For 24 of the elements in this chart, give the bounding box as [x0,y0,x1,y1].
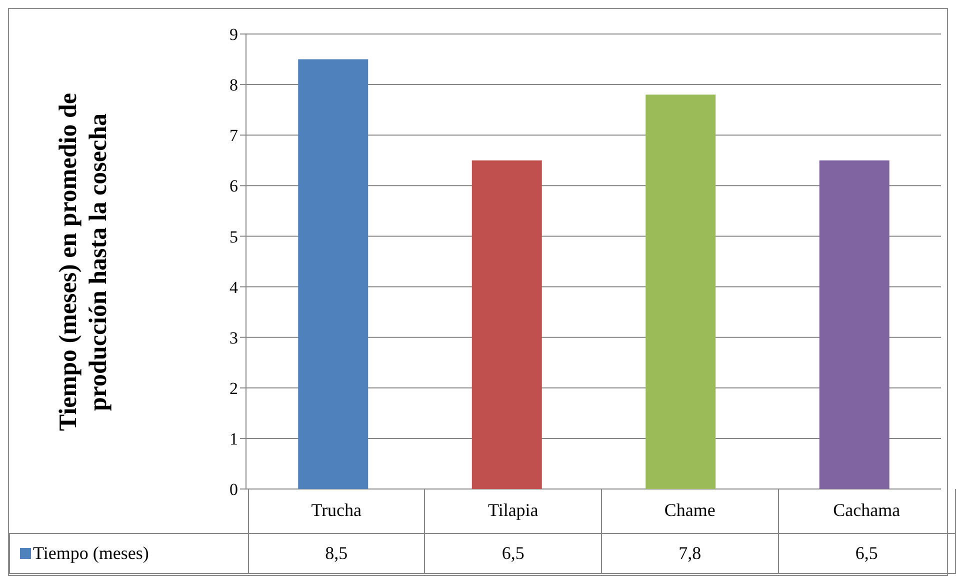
y-tick-label: 7 [230,126,238,146]
x-tick-label: Trucha [248,489,425,533]
x-tick-label: Cachama [778,489,955,533]
x-tick-label: Tilapia [424,489,602,533]
bar [646,94,716,489]
bar [472,160,542,489]
data-label: 6,5 [778,533,955,573]
y-tick-label: 3 [230,328,238,348]
bar [298,59,368,489]
legend-label: Tiempo (meses) [10,533,248,573]
bar [819,160,890,489]
y-tick-label: 0 [230,480,238,500]
data-label: 7,8 [602,533,778,573]
y-tick-label: 5 [230,227,238,246]
y-tick-label: 6 [230,176,238,196]
data-label: 6,5 [424,533,602,573]
y-tick-label: 2 [230,378,238,398]
data-label: 8,5 [248,533,425,573]
y-tick-label: 4 [230,278,238,297]
y-tick-label: 1 [230,429,238,448]
x-tick-label: Chame [602,489,778,533]
y-tick-label: 8 [230,76,238,95]
y-tick-label: 9 [230,25,238,44]
y-axis-title: Tiempo (meses) en promedio de producción hasta la cosecha [54,92,113,433]
